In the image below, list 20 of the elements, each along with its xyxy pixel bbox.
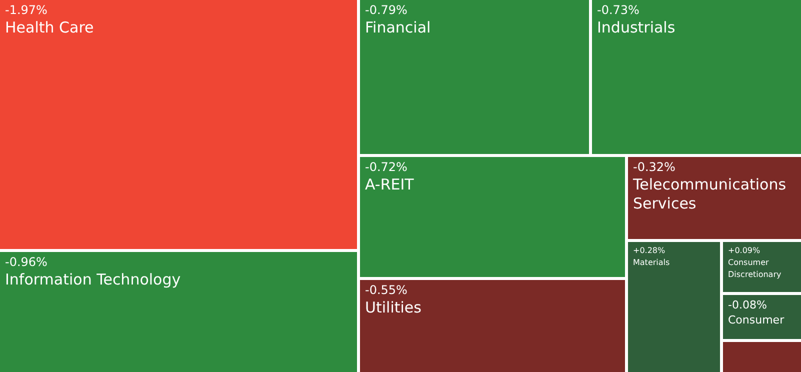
data-label: -0.79% <box>365 3 408 18</box>
data-label: -0.08% <box>728 298 767 312</box>
category-label: Consumer <box>728 313 785 326</box>
data-label: +0.09% <box>728 246 761 256</box>
category-label: Information Technology <box>5 270 181 288</box>
data-label: -0.73% <box>597 3 640 18</box>
category-label: Materials <box>633 258 670 268</box>
category-label: Health Care <box>5 18 94 36</box>
category-label: Telecommunications Services <box>632 175 786 212</box>
data-label: -0.32% <box>633 160 676 174</box>
data-label: -1.97% <box>5 3 48 18</box>
data-label: -0.72% <box>365 160 408 174</box>
data-label: -0.96% <box>5 255 48 270</box>
data-label: +0.28% <box>633 246 666 256</box>
category-label: Consumer Discretionary <box>728 258 782 280</box>
category-label: A-REIT <box>365 175 415 194</box>
data-label: -0.55% <box>365 283 408 298</box>
category-label: Financial <box>365 18 431 36</box>
category-label: Industrials <box>597 18 676 36</box>
category-label: Utilities <box>365 298 422 316</box>
